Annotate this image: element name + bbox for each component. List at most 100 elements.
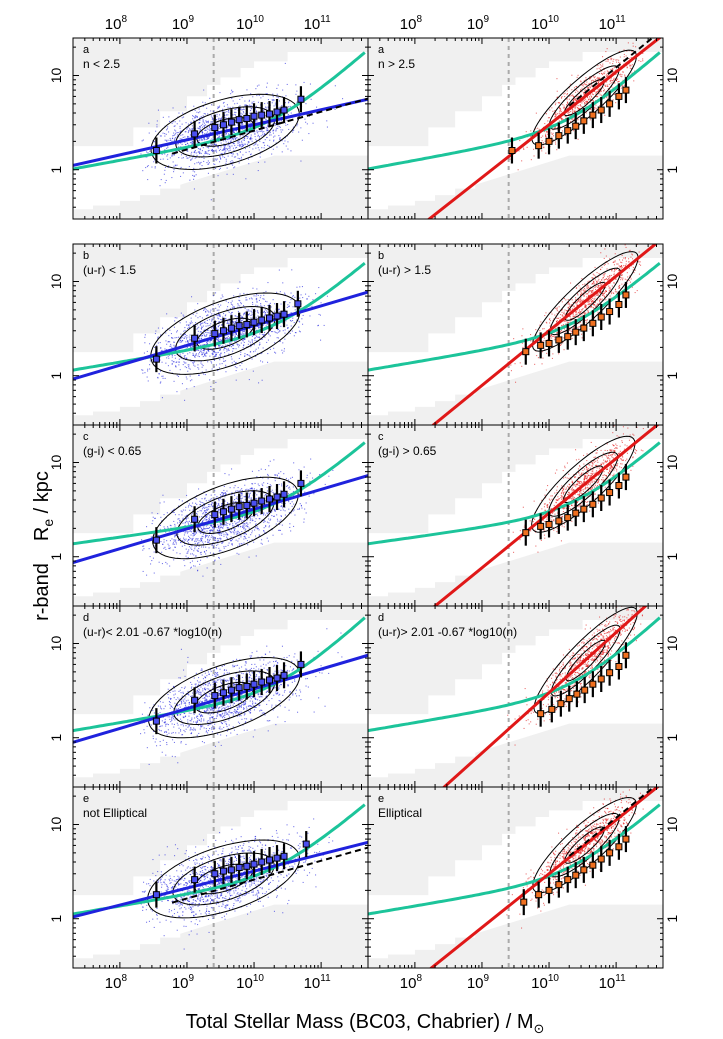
galaxy-point bbox=[584, 93, 586, 95]
galaxy-point bbox=[171, 354, 173, 356]
galaxy-point bbox=[248, 141, 250, 143]
galaxy-point bbox=[257, 101, 259, 103]
galaxy-point bbox=[218, 136, 220, 138]
galaxy-point bbox=[580, 297, 582, 299]
galaxy-point bbox=[262, 298, 264, 300]
galaxy-point bbox=[197, 560, 199, 562]
galaxy-point bbox=[618, 286, 620, 288]
galaxy-point bbox=[556, 90, 558, 92]
galaxy-point bbox=[571, 318, 573, 320]
galaxy-point bbox=[299, 297, 301, 299]
galaxy-point bbox=[581, 91, 583, 93]
galaxy-point bbox=[598, 67, 600, 69]
galaxy-point bbox=[253, 144, 255, 146]
galaxy-point bbox=[146, 166, 148, 168]
galaxy-point bbox=[266, 129, 268, 131]
galaxy-point bbox=[554, 337, 556, 339]
galaxy-point bbox=[583, 290, 585, 292]
galaxy-point bbox=[241, 142, 243, 144]
galaxy-point bbox=[232, 143, 234, 145]
galaxy-point bbox=[181, 138, 183, 140]
galaxy-point bbox=[632, 45, 634, 47]
galaxy-point bbox=[279, 476, 281, 478]
galaxy-point bbox=[286, 83, 288, 85]
panels-group bbox=[73, 38, 663, 968]
galaxy-point bbox=[215, 167, 217, 169]
galaxy-point bbox=[217, 539, 219, 541]
galaxy-point bbox=[288, 306, 290, 308]
galaxy-point bbox=[208, 125, 210, 127]
galaxy-point bbox=[282, 342, 284, 344]
galaxy-point bbox=[616, 263, 618, 265]
galaxy-point bbox=[542, 357, 544, 359]
galaxy-point bbox=[249, 321, 251, 323]
galaxy-point bbox=[249, 123, 251, 125]
galaxy-point bbox=[210, 115, 212, 117]
galaxy-point bbox=[618, 80, 620, 82]
galaxy-point bbox=[563, 298, 565, 300]
galaxy-point bbox=[210, 389, 212, 391]
galaxy-point bbox=[621, 265, 623, 267]
galaxy-point bbox=[144, 334, 146, 336]
galaxy-point bbox=[276, 146, 278, 148]
galaxy-point bbox=[251, 312, 253, 314]
galaxy-point bbox=[638, 263, 640, 265]
galaxy-point bbox=[583, 83, 585, 85]
galaxy-point bbox=[262, 477, 264, 479]
galaxy-point bbox=[203, 329, 205, 331]
galaxy-point bbox=[173, 139, 175, 141]
galaxy-point bbox=[200, 152, 202, 154]
galaxy-point bbox=[230, 137, 232, 139]
galaxy-point bbox=[599, 77, 601, 79]
galaxy-point bbox=[197, 139, 199, 141]
galaxy-point bbox=[193, 115, 195, 117]
galaxy-point bbox=[308, 133, 310, 135]
galaxy-point bbox=[209, 355, 211, 357]
galaxy-point bbox=[230, 152, 232, 154]
galaxy-point bbox=[187, 353, 189, 355]
galaxy-point bbox=[183, 315, 185, 317]
galaxy-point bbox=[268, 145, 270, 147]
galaxy-point bbox=[226, 338, 228, 340]
galaxy-point bbox=[181, 154, 183, 156]
galaxy-point bbox=[592, 307, 594, 309]
galaxy-point bbox=[241, 339, 243, 341]
galaxy-point bbox=[557, 325, 559, 327]
galaxy-point bbox=[212, 321, 214, 323]
galaxy-point bbox=[510, 370, 512, 372]
galaxy-point bbox=[267, 102, 269, 104]
galaxy-point bbox=[613, 79, 615, 81]
galaxy-point bbox=[285, 301, 287, 303]
galaxy-point bbox=[188, 524, 190, 526]
galaxy-point bbox=[216, 115, 218, 117]
galaxy-point bbox=[252, 483, 254, 485]
galaxy-point bbox=[590, 94, 592, 96]
galaxy-point bbox=[550, 132, 552, 134]
galaxy-point bbox=[230, 140, 232, 142]
galaxy-point bbox=[212, 304, 214, 306]
galaxy-point bbox=[177, 132, 179, 134]
galaxy-point bbox=[192, 127, 194, 129]
galaxy-point bbox=[209, 335, 211, 337]
galaxy-point bbox=[221, 116, 223, 118]
galaxy-point bbox=[255, 142, 257, 144]
galaxy-point bbox=[309, 472, 311, 474]
galaxy-point bbox=[543, 337, 545, 339]
galaxy-point bbox=[240, 109, 242, 111]
galaxy-point bbox=[578, 108, 580, 110]
galaxy-point bbox=[259, 156, 261, 158]
galaxy-point bbox=[581, 100, 583, 102]
galaxy-point bbox=[183, 116, 185, 118]
galaxy-point bbox=[566, 94, 568, 96]
galaxy-point bbox=[212, 326, 214, 328]
galaxy-point bbox=[208, 347, 210, 349]
galaxy-point bbox=[191, 158, 193, 160]
galaxy-point bbox=[229, 147, 231, 149]
galaxy-point bbox=[219, 167, 221, 169]
galaxy-point bbox=[287, 124, 289, 126]
galaxy-point bbox=[568, 303, 570, 305]
galaxy-point bbox=[599, 92, 601, 94]
galaxy-point bbox=[599, 68, 601, 70]
galaxy-point bbox=[257, 515, 259, 517]
galaxy-point bbox=[188, 136, 190, 138]
